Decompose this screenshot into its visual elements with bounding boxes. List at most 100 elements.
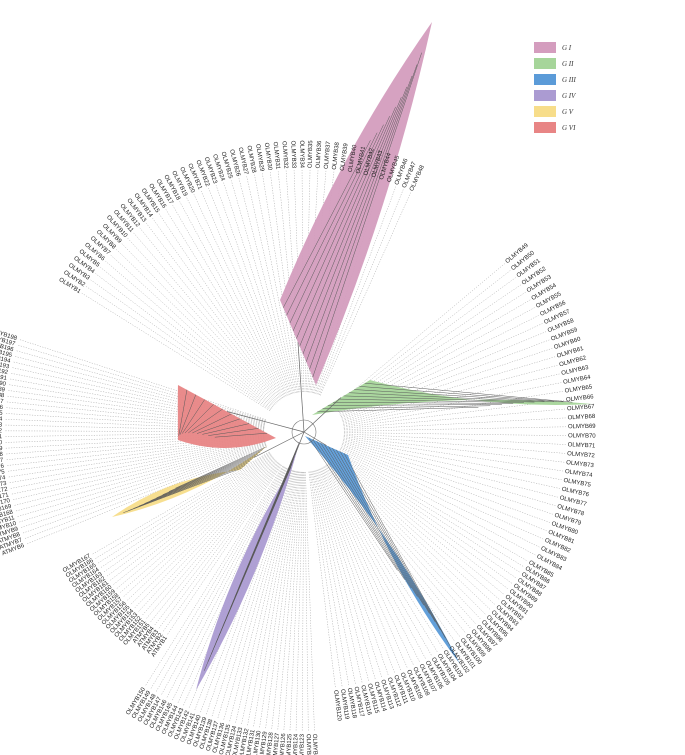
leaf-guide xyxy=(334,263,505,407)
leaf-guide xyxy=(105,260,274,407)
leaf-guide xyxy=(166,465,282,636)
leaf-guide xyxy=(304,471,309,732)
leaf-label: OLMYB65 xyxy=(564,384,593,394)
leaf-label: OLMYB64 xyxy=(563,375,592,386)
clade-branch xyxy=(333,402,514,404)
clade-branch xyxy=(179,394,197,435)
clade-branch xyxy=(192,413,232,434)
leaf-guide xyxy=(262,173,298,393)
leaf-guide xyxy=(9,372,265,425)
clade-trunk xyxy=(297,342,305,433)
leaf-guide xyxy=(14,442,266,512)
leaf-guide xyxy=(160,467,286,696)
clade-branch xyxy=(338,398,524,403)
leaf-guide xyxy=(186,197,287,397)
leaf-guide xyxy=(15,350,266,422)
leaf-guide xyxy=(271,471,300,731)
leaf-guide xyxy=(4,424,265,432)
leaf-label: OLMYB32 xyxy=(281,141,289,170)
leaf-guide xyxy=(246,176,296,394)
leaf-label: OLMYB41 xyxy=(356,145,368,174)
clade-branch xyxy=(150,456,256,501)
legend-label: G V xyxy=(562,108,574,116)
leaf-label: OLMYB33 xyxy=(289,140,296,169)
legend-label: G I xyxy=(562,44,572,52)
leaf-guide xyxy=(158,464,281,630)
leaf-guide xyxy=(336,455,513,585)
clade-trunk xyxy=(303,431,327,446)
leaf-guide xyxy=(229,470,295,723)
leaf-label: OLMYB40 xyxy=(348,144,359,173)
leaf-guide xyxy=(343,435,566,454)
leaf-guide xyxy=(343,391,563,427)
leaf-guide xyxy=(153,463,280,626)
leaf-guide xyxy=(4,434,265,455)
legend-swatch xyxy=(534,122,556,133)
legend-label: G II xyxy=(562,60,574,68)
leaf-guide xyxy=(25,446,267,545)
leaf-guide xyxy=(145,462,279,620)
leaf-guide xyxy=(166,467,286,699)
leaf-label: OLMYB127 xyxy=(272,732,281,755)
clade-branch xyxy=(156,453,258,499)
leaf-guide xyxy=(340,446,547,532)
leaf-label: OLMYB38 xyxy=(332,141,341,170)
leaf-guide xyxy=(335,456,509,590)
clade-branch xyxy=(133,462,248,509)
leaf-guide xyxy=(16,443,266,518)
leaf-guide xyxy=(5,435,265,461)
leaf-label: OLMYB131 xyxy=(245,729,256,755)
leaf-label: OLMYB70 xyxy=(568,433,596,439)
clade-branch xyxy=(168,449,264,492)
leaf-guide xyxy=(343,399,565,428)
leaf-guide xyxy=(100,267,274,408)
leaf-guide xyxy=(193,194,288,396)
leaf-guide xyxy=(315,470,383,678)
leaf-guide xyxy=(179,201,286,397)
leaf-guide xyxy=(145,222,281,401)
leaf-label: OLMYB190 xyxy=(0,377,7,388)
leaf-guide xyxy=(90,279,272,409)
leaf-labels: OLMYB1OLMYB2OLMYB3OLMYB4OLMYB5OLMYB6OLMY… xyxy=(0,140,596,755)
leaf-guide xyxy=(11,440,266,501)
leaf-label: OLMYB119 xyxy=(339,689,350,721)
clade-branch xyxy=(364,382,573,403)
leaf-label: OLMYB173 xyxy=(0,481,8,492)
leaf-guide xyxy=(241,471,296,726)
clade-branch xyxy=(208,428,259,436)
leaf-guide xyxy=(103,454,272,573)
leaf-guide xyxy=(12,361,266,423)
legend-label: G IV xyxy=(562,92,576,100)
clade-branch xyxy=(343,395,535,403)
leaf-guide xyxy=(309,471,343,688)
clade-branch xyxy=(354,389,555,402)
clade-branch xyxy=(317,406,479,413)
leaf-guide xyxy=(324,466,438,653)
leaf-guide xyxy=(343,433,566,445)
leaf-guide xyxy=(217,470,293,720)
leaf-guide xyxy=(115,457,274,590)
leaf-guide xyxy=(342,365,558,423)
leaf-guide xyxy=(343,439,562,481)
leaf-label: OLMYB126 xyxy=(279,733,287,755)
leaf-guide xyxy=(215,185,291,395)
clade-branch xyxy=(309,64,418,370)
leaf-guide xyxy=(341,444,553,515)
leaf-guide xyxy=(322,467,427,660)
leaf-guide xyxy=(7,437,265,478)
legend-label: G III xyxy=(562,76,576,84)
leaf-guide xyxy=(4,433,265,449)
leaf-guide xyxy=(343,382,562,425)
leaf-label: OLMYB36 xyxy=(316,140,324,169)
leaf-guide xyxy=(310,471,350,687)
leaf-label: OLMYB71 xyxy=(568,442,597,449)
clade-branch xyxy=(286,132,378,316)
leaf-guide xyxy=(165,209,284,399)
clade-trunk xyxy=(294,431,305,456)
leaf-guide xyxy=(247,471,297,727)
leaf-label: OLMYB67 xyxy=(567,404,596,412)
legend: G I G II G III G IV G V G VI xyxy=(534,42,576,133)
leaf-guide xyxy=(317,186,397,395)
leaf-label: OLMYB176 xyxy=(0,463,5,473)
